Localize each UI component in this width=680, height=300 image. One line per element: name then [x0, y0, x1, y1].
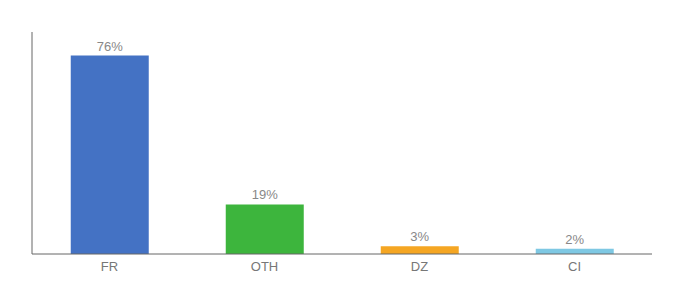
svg-text:FR: FR	[101, 259, 118, 274]
svg-text:3%: 3%	[410, 229, 429, 244]
svg-text:OTH: OTH	[251, 259, 278, 274]
svg-text:CI: CI	[568, 259, 581, 274]
svg-text:DZ: DZ	[411, 259, 428, 274]
svg-text:2%: 2%	[565, 232, 584, 247]
svg-text:76%: 76%	[97, 39, 123, 54]
svg-text:19%: 19%	[252, 187, 278, 202]
